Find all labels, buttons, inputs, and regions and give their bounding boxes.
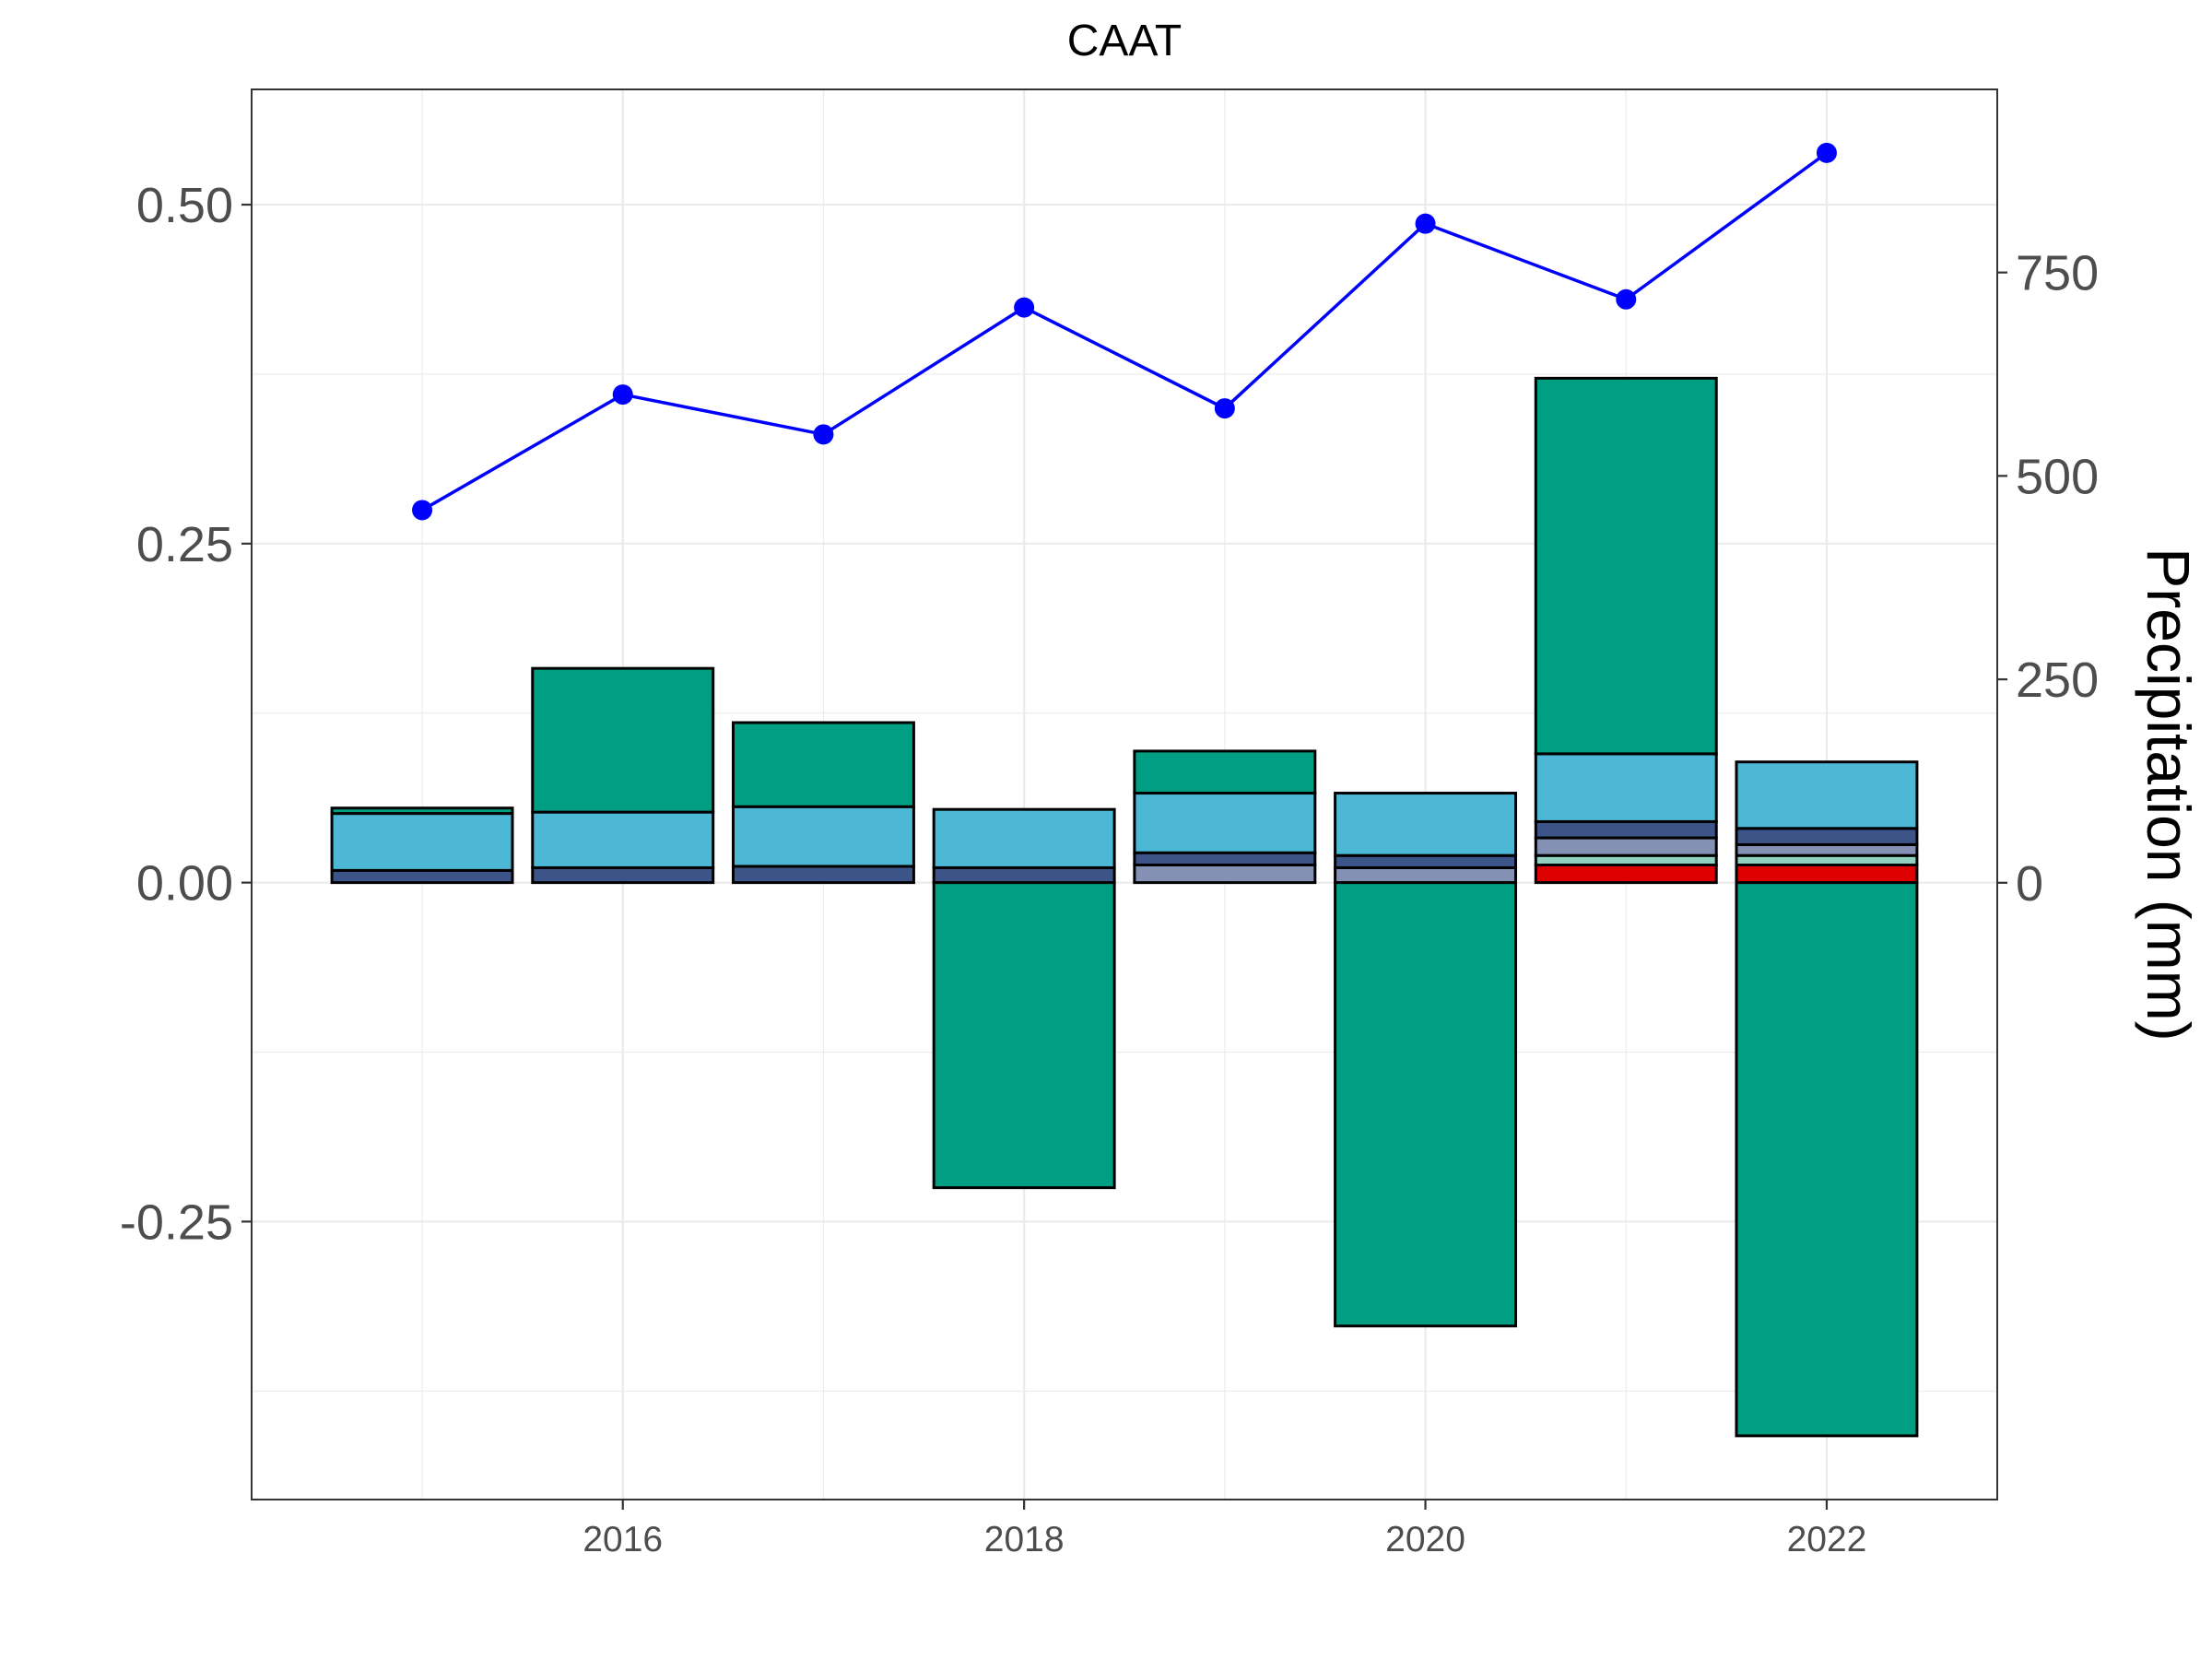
precipitation-line [412,142,1837,521]
bar-segment-navy [1534,819,1718,840]
bar-segment-slate [1133,864,1317,885]
stacked-bars [330,376,1919,1438]
precipitation-point [813,424,834,445]
plot-panel-border [251,88,1998,1500]
precipitation-point [612,384,633,406]
right-axis-tick-label: 500 [2016,449,2099,504]
bar-segment-green [531,666,715,814]
bar-segment-navy [1133,851,1317,867]
bar-segment-mint [1735,853,1919,866]
bar-segment-green [1133,749,1317,795]
precipitation-point [1014,297,1035,318]
precipitation-point [1214,398,1235,419]
bar-segment-navy [1334,853,1518,869]
chart-title: CAAT [1067,17,1182,65]
right-axis-title: Precipitation (mm) [2135,547,2203,1041]
right-axis-tick-label: 250 [2016,653,2099,708]
bar-segment-navy [1735,827,1919,846]
right-axis-tick-label: 750 [2016,246,2099,301]
bar-segment-green [932,881,1116,1190]
bar-segment-navy [330,868,514,885]
bar-segment-mint [1534,853,1718,866]
bar-segment-cyan [330,812,514,872]
left-axis-tick-label: 0.25 [136,517,233,572]
x-axis-tick-label: 2020 [1385,1520,1465,1559]
precipitation-point [1415,213,1436,234]
bar-segment-cyan [1735,760,1919,830]
bar-segment-slate [1735,842,1919,857]
bar-segment-green [731,721,915,808]
precipitation-point [1816,142,1837,163]
bar-segment-green [1534,376,1718,756]
precipitation-point [412,500,433,521]
bar-segment-navy [531,865,715,885]
bar-segment-red [1735,864,1919,885]
bar-segment-cyan [1534,752,1718,823]
left-axis-tick-label: 0.00 [136,856,233,912]
bar-segment-navy [932,865,1116,885]
bar-segment-green [1334,881,1518,1328]
bar-segment-slate [1534,836,1718,857]
bar-segment-cyan [731,805,915,868]
bar-segment-green [330,806,514,816]
x-axis-tick-label: 2018 [984,1520,1065,1559]
bar-segment-navy [731,865,915,885]
left-axis-tick-label: 0.50 [136,178,233,233]
axes: 0.50 0.25 0.00 -0.25 750 500 250 0 2016 2018 2020 2… [120,178,2099,1559]
bar-segment-red [1534,864,1718,885]
bar-segment-cyan [932,807,1116,869]
precipitation-series-line [421,151,1828,512]
x-axis-tick-label: 2016 [582,1520,663,1559]
bar-segment-slate [1334,865,1518,885]
left-axis-tick-label: -0.25 [120,1194,233,1250]
bar-segment-cyan [531,810,715,869]
bar-segment-green [1735,881,1919,1438]
right-axis-tick-label: 0 [2016,856,2043,912]
bar-segment-cyan [1334,792,1518,857]
precipitation-point [1616,288,1637,310]
x-axis-tick-label: 2022 [1787,1520,1867,1559]
bar-segment-cyan [1133,792,1317,854]
